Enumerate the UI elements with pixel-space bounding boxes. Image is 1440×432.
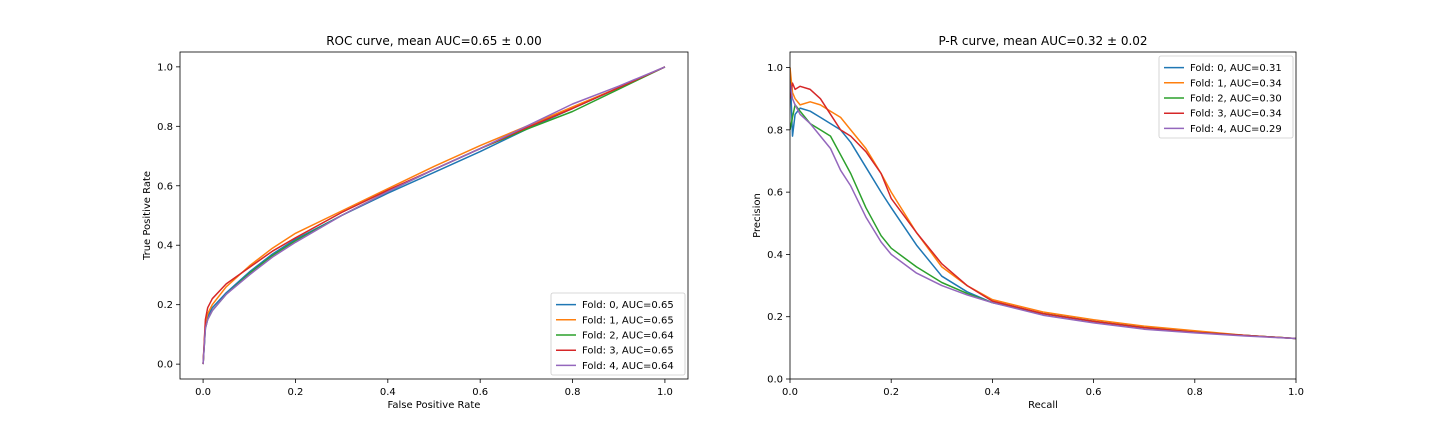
roc-x-tick-label: 0.0 xyxy=(195,387,211,398)
pr-x-tick-label: 0.0 xyxy=(782,387,798,398)
pr-legend: Fold: 0, AUC=0.31 Fold: 1, AUC=0.34 Fold: … xyxy=(1158,55,1294,139)
pr-legend-label-fold-1: Fold: 1, AUC=0.34 xyxy=(1190,78,1282,89)
roc-series-group xyxy=(202,66,666,365)
roc-x-tick-label: 0.6 xyxy=(472,387,488,398)
pr-y-tick-label: 0.6 xyxy=(767,188,783,199)
pr-y-tick-label: 0.2 xyxy=(767,312,783,323)
roc-x-tick-label: 0.8 xyxy=(565,387,581,398)
pr-chart-title: P-R curve, mean AUC=0.32 ± 0.02 xyxy=(938,34,1147,48)
roc-legend: Fold: 0, AUC=0.65 Fold: 1, AUC=0.65 Fold: … xyxy=(550,292,686,376)
roc-series-line-fold-3 xyxy=(202,66,666,365)
pr-chart: 0.0 0.2 0.4 0.6 0.8 1.0 0.0 0.2 0.4 0.6 0.8 1.0 P-R … xyxy=(752,34,1304,411)
roc-y-tick-label: 0.0 xyxy=(157,360,173,371)
pr-series-group xyxy=(790,67,1296,340)
pr-series-line-fold-3 xyxy=(790,82,1296,340)
pr-x-tick-label: 0.6 xyxy=(1086,387,1102,398)
pr-y-tick-label: 1.0 xyxy=(767,63,783,74)
pr-series-line-fold-2 xyxy=(790,104,1296,340)
roc-legend-label-fold-1: Fold: 1, AUC=0.65 xyxy=(582,315,674,326)
pr-series-line-fold-4 xyxy=(790,82,1296,340)
pr-x-tick-label: 0.4 xyxy=(984,387,1000,398)
pr-legend-label-fold-0: Fold: 0, AUC=0.31 xyxy=(1190,63,1282,74)
pr-x-tick-label: 0.8 xyxy=(1187,387,1203,398)
roc-legend-label-fold-4: Fold: 4, AUC=0.64 xyxy=(582,361,674,372)
pr-y-tick-label: 0.0 xyxy=(767,375,783,386)
roc-legend-label-fold-3: Fold: 3, AUC=0.65 xyxy=(582,346,674,357)
roc-y-tick-label: 0.8 xyxy=(157,122,173,133)
pr-x-axis-label: Recall xyxy=(1028,400,1058,411)
roc-y-tick-label: 0.6 xyxy=(157,181,173,192)
pr-legend-label-fold-4: Fold: 4, AUC=0.29 xyxy=(1190,124,1282,135)
roc-legend-box xyxy=(550,292,686,376)
pr-series-line-fold-1 xyxy=(790,67,1296,340)
roc-axes-frame xyxy=(179,51,689,380)
roc-chart: 0.0 0.2 0.4 0.6 0.8 1.0 0.0 0.2 0.4 0.6 0.8 1.0 ROC … xyxy=(142,34,689,411)
pr-legend-label-fold-2: Fold: 2, AUC=0.30 xyxy=(1190,94,1282,105)
pr-y-tick-label: 0.4 xyxy=(767,250,783,261)
roc-series-line-fold-4 xyxy=(202,66,666,365)
roc-legend-label-fold-0: Fold: 0, AUC=0.65 xyxy=(582,300,674,311)
roc-chart-title: ROC curve, mean AUC=0.65 ± 0.00 xyxy=(326,34,542,48)
roc-x-tick-label: 1.0 xyxy=(657,387,673,398)
roc-y-tick-label: 0.2 xyxy=(157,300,173,311)
roc-x-tick-label: 0.2 xyxy=(288,387,304,398)
pr-legend-label-fold-3: Fold: 3, AUC=0.34 xyxy=(1190,109,1282,120)
pr-y-tick-label: 0.8 xyxy=(767,125,783,136)
pr-x-tick-label: 0.2 xyxy=(883,387,899,398)
pr-legend-box xyxy=(1158,55,1294,139)
roc-y-tick-label: 0.4 xyxy=(157,241,173,252)
roc-legend-label-fold-2: Fold: 2, AUC=0.64 xyxy=(582,331,674,342)
pr-x-tick-label: 1.0 xyxy=(1288,387,1304,398)
roc-x-tick-label: 0.4 xyxy=(380,387,396,398)
roc-series-line-fold-1 xyxy=(202,66,666,365)
roc-y-axis-label: True Positive Rate xyxy=(142,171,153,261)
pr-y-axis-label: Precision xyxy=(752,193,763,238)
roc-y-tick-label: 1.0 xyxy=(157,62,173,73)
roc-x-axis-label: False Positive Rate xyxy=(388,400,481,411)
pr-axes-frame xyxy=(789,51,1297,380)
